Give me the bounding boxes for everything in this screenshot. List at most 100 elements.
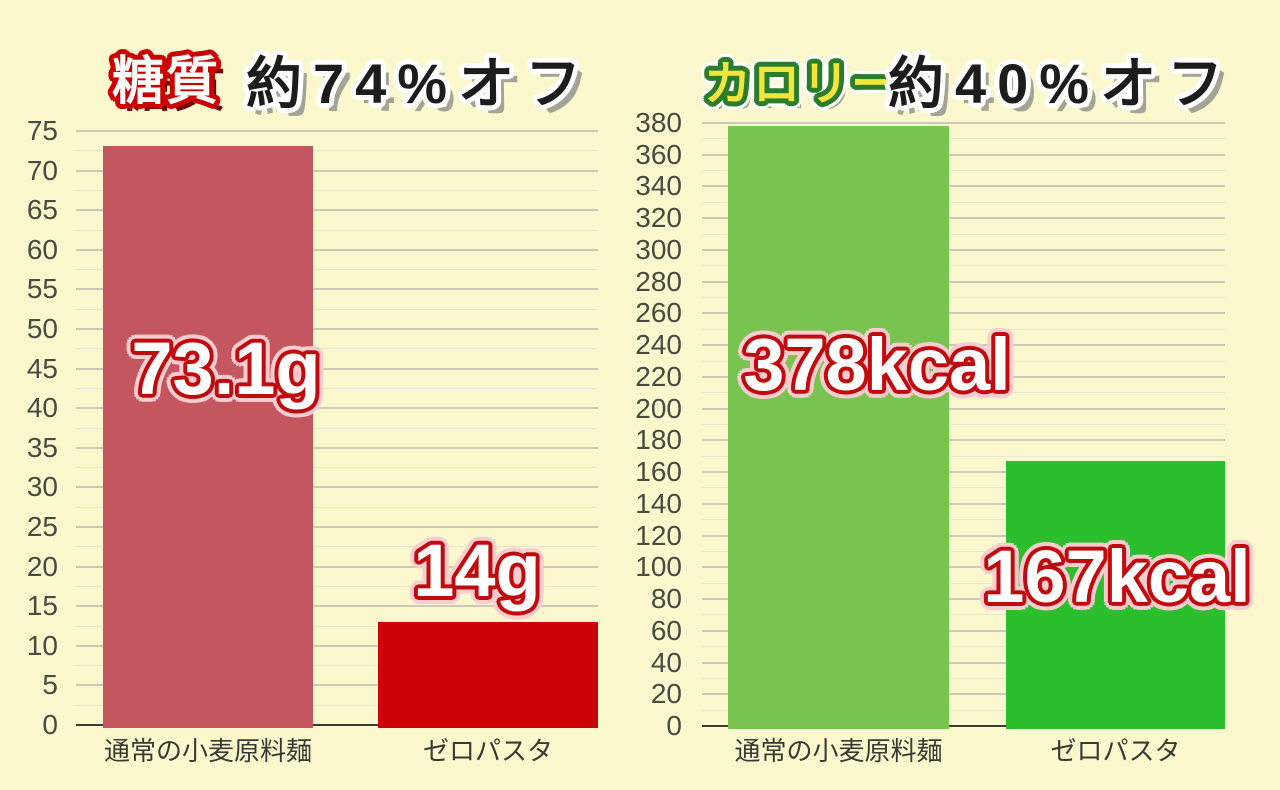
category-label: ゼロパスタ [422, 736, 553, 766]
minor-gridline [76, 348, 598, 350]
y-axis-tick-label: 70 [26, 154, 58, 186]
y-axis-tick-label: 280 [635, 265, 682, 297]
major-gridline [702, 534, 1225, 537]
y-axis-tick-label: 20 [26, 550, 58, 582]
bar-value-label: 378kcal [743, 323, 1011, 406]
calorie-title-badge: カロリー [704, 57, 900, 110]
major-gridline [702, 693, 1225, 696]
major-gridline [702, 502, 1225, 505]
bar-value-label: 14g [413, 529, 541, 612]
y-axis-tick-label: 40 [650, 646, 682, 678]
y-axis-tick-label: 10 [26, 629, 58, 661]
y-axis-tick-label: 50 [26, 313, 58, 344]
y-axis-tick-label: 0 [666, 710, 682, 741]
major-gridline [76, 328, 598, 330]
minor-gridline [702, 392, 1225, 394]
y-axis-tick-label: 380 [635, 107, 682, 138]
minor-gridline [702, 328, 1225, 330]
y-axis-tick-label: 30 [26, 471, 58, 503]
y-axis-tick-label: 55 [26, 273, 58, 305]
y-axis-tick-label: 260 [635, 297, 682, 329]
x-axis-line [702, 725, 1225, 727]
y-axis-tick-label: 220 [635, 360, 682, 392]
major-gridline [76, 526, 598, 528]
major-gridline [702, 312, 1225, 315]
major-gridline [702, 471, 1225, 474]
major-gridline [702, 375, 1225, 378]
major-gridline [76, 209, 598, 212]
y-axis-tick-label: 200 [635, 392, 682, 424]
y-axis-tick-label: 25 [26, 511, 58, 542]
minor-gridline [702, 709, 1225, 711]
minor-gridline [702, 201, 1225, 203]
minor-gridline [76, 189, 598, 191]
minor-gridline [702, 614, 1225, 616]
major-gridline [702, 248, 1225, 251]
y-axis-tick-label: 5 [42, 669, 58, 701]
y-axis-tick-label: 35 [26, 431, 58, 463]
y-axis-tick-label: 20 [650, 678, 682, 710]
major-gridline [702, 185, 1225, 188]
y-axis-tick-label: 180 [635, 424, 682, 456]
y-axis-tick-label: 240 [635, 329, 682, 361]
minor-gridline [76, 427, 598, 429]
x-axis-line [76, 724, 598, 726]
major-gridline [76, 565, 598, 568]
major-gridline [76, 644, 598, 647]
major-gridline [76, 446, 598, 449]
minor-gridline [76, 229, 598, 231]
sugar-title-badge: 糖質 [112, 53, 221, 111]
major-gridline [702, 122, 1225, 124]
calorie-off-percentage-text: 約40%オフ [888, 52, 1235, 115]
minor-gridline [702, 170, 1225, 172]
category-label: 通常の小麦原料麺 [103, 736, 312, 766]
major-gridline [76, 486, 598, 489]
minor-gridline [702, 233, 1225, 235]
minor-gridline [702, 677, 1225, 679]
y-axis-tick-label: 340 [635, 170, 682, 202]
y-axis-tick-label: 60 [26, 233, 58, 265]
minor-gridline [76, 467, 598, 469]
y-axis-tick-label: 120 [635, 519, 682, 551]
y-axis-tick-label: 80 [650, 583, 682, 615]
y-axis-tick-label: 65 [26, 194, 58, 226]
minor-gridline [76, 269, 598, 271]
minor-gridline [76, 387, 598, 389]
y-axis-tick-label: 0 [42, 709, 58, 740]
minor-gridline [702, 646, 1225, 648]
minor-gridline [702, 360, 1225, 362]
y-axis-tick-label: 140 [635, 487, 682, 519]
y-axis-tick-label: 75 [26, 115, 58, 146]
y-axis-tick-label: 160 [635, 456, 682, 488]
bar-value-label: 167kcal [983, 535, 1251, 618]
y-axis-tick-label: 320 [635, 202, 682, 234]
y-axis-tick-label: 300 [635, 233, 682, 265]
major-gridline [76, 288, 598, 291]
major-gridline [76, 407, 598, 410]
minor-gridline [76, 704, 598, 706]
major-gridline [76, 130, 598, 132]
major-gridline [702, 280, 1225, 283]
y-axis-tick-label: 360 [635, 138, 682, 170]
category-label: ゼロパスタ [1050, 736, 1181, 766]
major-gridline [702, 153, 1225, 156]
sugar-off-percentage-text: 約74%オフ [246, 52, 593, 115]
minor-gridline [76, 665, 598, 667]
major-gridline [76, 169, 598, 172]
bar-zero-pasta [378, 622, 598, 728]
minor-gridline [702, 265, 1225, 267]
y-axis-tick-label: 40 [26, 392, 58, 424]
minor-gridline [76, 150, 598, 152]
minor-gridline [702, 582, 1225, 584]
minor-gridline [702, 487, 1225, 489]
major-gridline [76, 248, 598, 251]
major-gridline [702, 629, 1225, 632]
minor-gridline [76, 506, 598, 508]
minor-gridline [702, 519, 1225, 521]
major-gridline [76, 684, 598, 687]
major-gridline [702, 217, 1225, 220]
major-gridline [702, 439, 1225, 442]
